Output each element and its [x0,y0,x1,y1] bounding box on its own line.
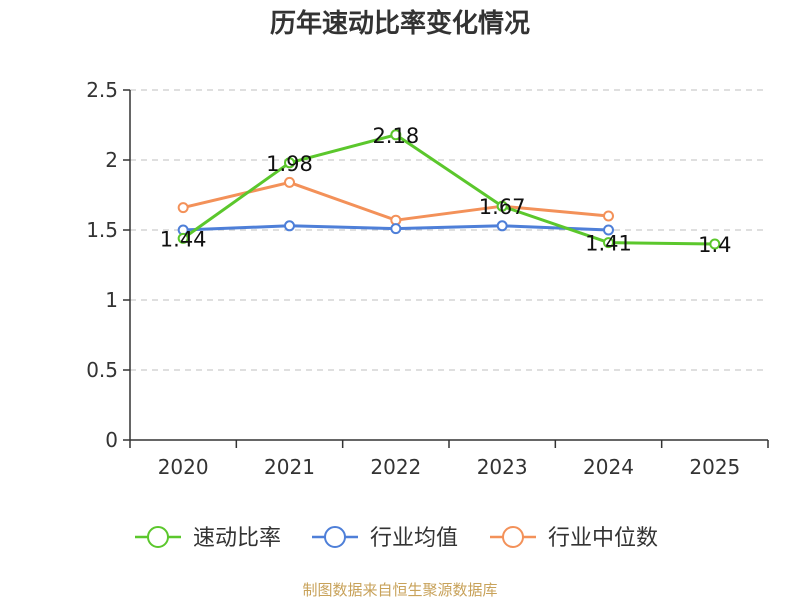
series [177,129,721,250]
x-tick-label: 2020 [158,455,209,479]
chart-title: 历年速动比率变化情况 [270,8,530,39]
series-point-1[interactable] [390,223,402,235]
series-point-1[interactable] [284,220,295,232]
series-point-0[interactable] [390,129,402,141]
legend-item-1[interactable]: 行业均值 [312,526,458,551]
legend-item-0[interactable]: 速动比率 [135,526,281,551]
data-label: 1.67 [479,195,526,219]
series-line-0 [182,133,715,246]
x-tick-label: 2022 [370,455,421,479]
data-label: 1.44 [160,227,207,251]
y-tick-label: 1 [105,288,118,312]
legend-marker-icon [502,526,524,548]
series-point-1[interactable] [603,224,614,236]
legend-item-2[interactable]: 行业中位数 [490,526,658,551]
source-note: 制图数据来自恒生聚源数据库 [302,581,497,599]
y-tick-label: 0.5 [86,358,118,382]
series-point-0[interactable] [709,238,721,250]
data-labels: 1.44 1.98 2.18 1.67 1.41 1.4 [160,124,732,257]
legend-label: 速动比率 [193,526,281,551]
series-line-2 [182,180,609,222]
grid [130,89,768,371]
y-tick-label: 2 [105,148,118,172]
y-tick-label: 1.5 [86,218,118,242]
series-point-0[interactable] [496,200,508,212]
data-label: 1.4 [698,233,731,257]
legend-label: 行业均值 [370,526,458,551]
series-point-0[interactable] [177,232,189,244]
x-tick-label: 2024 [583,455,634,479]
y-tick-label: 2.5 [86,78,118,102]
legend-label: 行业中位数 [548,526,658,551]
legend[interactable]: 速动比率 行业均值 行业中位数 [135,526,658,551]
data-label: 2.18 [372,124,419,148]
series-point-0[interactable] [284,157,295,169]
axes: 0 0.5 1 1.5 2 2.5 2020 2021 2022 2023 2024 2025 [86,78,769,479]
series-point-2[interactable] [177,202,189,214]
x-tick-label: 2025 [689,455,740,479]
series-point-0[interactable] [603,237,614,249]
data-label: 1.41 [585,232,632,256]
x-tick-label: 2021 [264,455,315,479]
legend-marker-icon [324,526,346,548]
y-tick-label: 0 [105,428,118,452]
series-point-2[interactable] [603,210,614,222]
data-label: 1.98 [266,152,313,176]
series-point-2[interactable] [284,176,295,188]
series-point-1[interactable] [496,220,508,232]
x-tick-label: 2023 [477,455,528,479]
legend-marker-icon [147,526,169,548]
